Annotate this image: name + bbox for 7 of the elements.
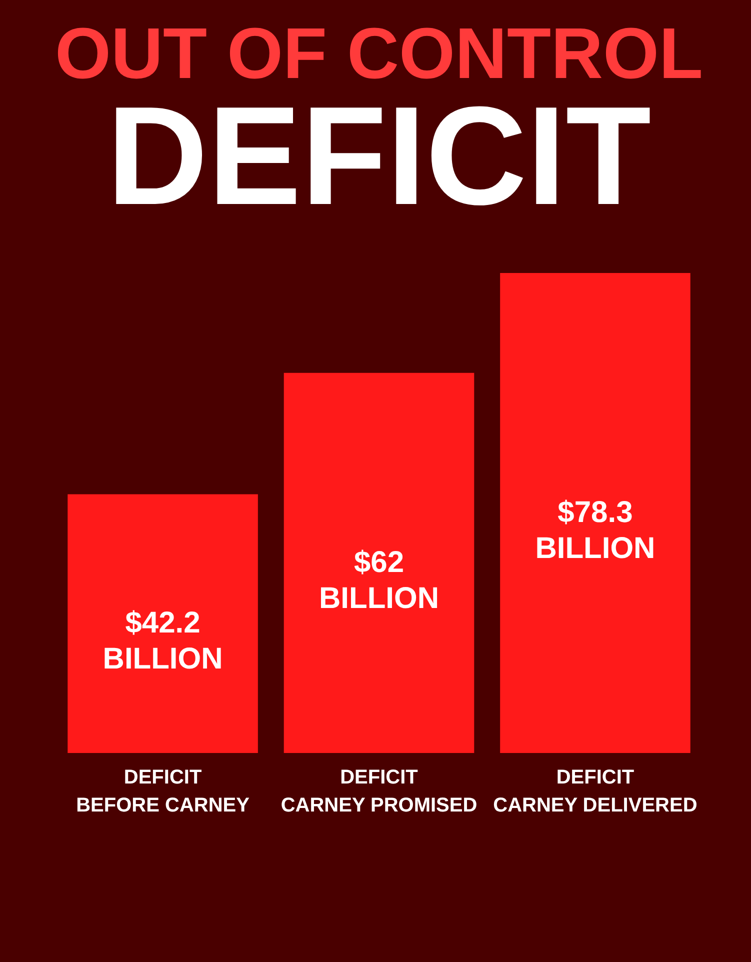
x-tick-label: DEFICIT CARNEY DELIVERED (493, 766, 698, 816)
chart-title: OUT OF CONTROL (55, 14, 703, 94)
data-label: $62 BILLION (319, 546, 439, 615)
data-label: $78.3 BILLION (535, 496, 656, 565)
x-tick-label: DEFICIT CARNEY PROMISED (280, 766, 478, 816)
x-tick-label: DEFICIT BEFORE CARNEY (76, 766, 250, 816)
data-label: $42.2 BILLION (102, 606, 223, 676)
